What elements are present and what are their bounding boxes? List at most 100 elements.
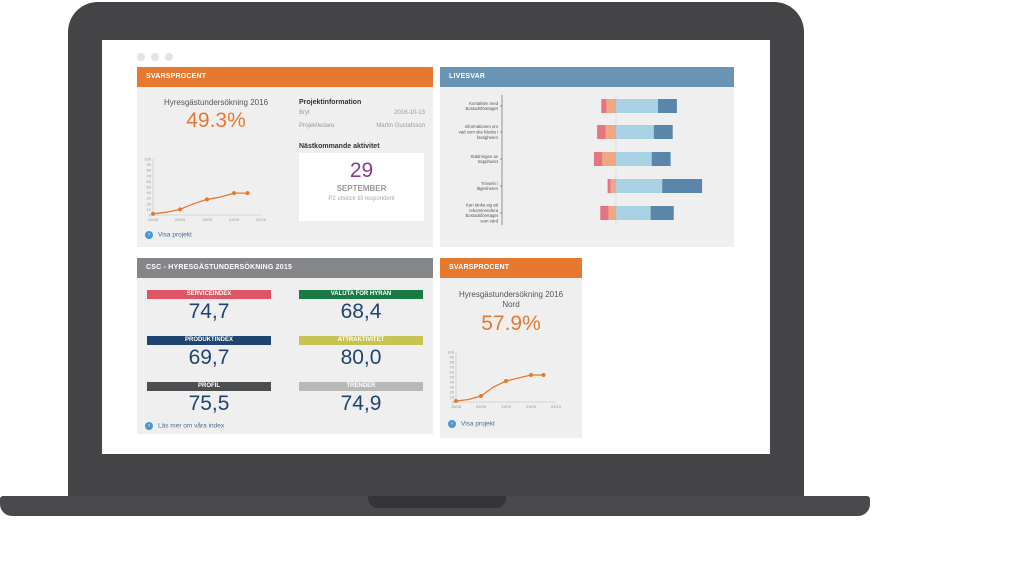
panel-header: SVARSPROCENT — [137, 67, 433, 87]
y-tick-label: 50 — [450, 375, 455, 380]
survey-title: Hyresgästundersökning 2016 — [458, 290, 564, 299]
index-value: 68,4 — [340, 300, 382, 323]
bar-segment — [597, 125, 606, 139]
y-tick-label: 100 — [447, 350, 454, 355]
csc-panel: CSC - HYRESGÄSTUNDERSÖKNING 2015 SERVICE… — [137, 258, 433, 434]
survey-title: Hyresgästundersökning 2016 — [163, 98, 269, 107]
bar-segment — [606, 99, 616, 113]
projektinfo-value: 2016-10-13 — [394, 110, 425, 116]
response-rate: 49.3% — [186, 109, 246, 132]
index-label: TRENDER — [299, 382, 423, 391]
livesvar-panel: LIVESVAR Kontakten med Bostadsföretaget In… — [440, 67, 734, 247]
data-point — [232, 191, 236, 196]
x-tick-label: 04/09 — [476, 404, 487, 409]
data-point — [205, 197, 209, 202]
bar-segment — [616, 179, 663, 193]
livesvar-chart: Kontakten med Bostadsföretaget Information… — [459, 95, 703, 225]
x-tick-label: 02/10 — [256, 217, 267, 222]
index-label: PROFIL — [147, 382, 271, 391]
y-tick-label: 60 — [147, 179, 152, 184]
x-tick-label: 13/09 — [202, 217, 213, 222]
data-point — [151, 211, 155, 216]
panel-header: LIVESVAR — [440, 67, 734, 87]
y-tick-label: 10 — [147, 207, 152, 212]
y-tick-label: 50 — [147, 185, 152, 190]
bar-segment — [653, 125, 673, 139]
visa-projekt-link[interactable]: › Visa projekt — [448, 420, 495, 428]
visa-projekt-link[interactable]: › Visa projekt — [145, 231, 192, 239]
bar-segment — [616, 152, 652, 166]
bar-segment — [602, 152, 616, 166]
link-label: Läs mer om våra index — [158, 422, 225, 430]
bar-segment — [608, 206, 616, 220]
index-value: 69,7 — [188, 346, 230, 369]
y-tick-label: 70 — [450, 365, 455, 370]
data-point — [541, 373, 546, 377]
index-value: 80,0 — [340, 346, 382, 369]
data-point — [245, 191, 250, 196]
y-tick-label: 70 — [147, 173, 152, 178]
bar-segment — [610, 179, 616, 193]
y-tick-label: 30 — [147, 196, 152, 201]
data-point — [479, 394, 483, 398]
bar-segment — [593, 152, 603, 166]
bar-segment — [605, 125, 616, 139]
panel-header: CSC - HYRESGÄSTUNDERSÖKNING 2015 — [137, 258, 433, 278]
x-tick-label: 26/08 — [148, 217, 159, 222]
bar-segment — [601, 99, 607, 113]
y-tick-label: 40 — [450, 380, 455, 385]
data-point — [529, 373, 533, 377]
x-tick-label: 13/09 — [501, 404, 512, 409]
index-info-link[interactable]: › Läs mer om våra index — [145, 422, 224, 430]
chevron-right-icon: › — [145, 231, 153, 239]
bar-segment — [662, 179, 703, 193]
link-label: Visa projekt — [158, 231, 192, 239]
data-point — [504, 379, 508, 383]
dashboard-screen: SVARSPROCENT Hyresgästundersökning 2016 … — [102, 40, 770, 454]
window-dot — [165, 53, 173, 61]
bar-segment — [616, 125, 654, 139]
index-value: 74,9 — [340, 392, 382, 415]
bar-segment — [616, 99, 658, 113]
category-label: Trivseln i lägenheten — [477, 181, 499, 191]
projektinfo-label: Bryt — [299, 110, 310, 116]
y-tick-label: 90 — [450, 355, 455, 360]
y-tick-label: 10 — [450, 395, 455, 400]
y-tick-label: 0 — [149, 213, 152, 218]
activity-month: SEPTEMBER — [336, 184, 387, 193]
bar-segment — [600, 206, 609, 220]
next-activity-card[interactable]: 29 SEPTEMBER P2 utskick till respondent — [299, 153, 424, 221]
projektinfo-heading: Projektinformation — [299, 99, 362, 106]
survey-title-region: Nord — [502, 300, 520, 309]
category-label: Informationen om vad som ska hända i fasti… — [459, 124, 499, 140]
y-tick-label: 0 — [452, 400, 455, 405]
projektinfo-value: Martin Gustafsson — [376, 123, 425, 129]
chevron-right-icon: › — [145, 422, 153, 430]
activity-day: 29 — [349, 159, 374, 182]
index-label: SERVICEINDEX — [147, 290, 271, 299]
series-line — [152, 192, 248, 215]
bar-segment — [650, 206, 674, 220]
window-dot — [137, 53, 145, 61]
index-value: 75,5 — [188, 392, 230, 415]
bar-segment — [651, 152, 671, 166]
y-tick-label: 30 — [450, 385, 455, 390]
index-label: ATTRAKTIVITET — [299, 336, 423, 345]
series-line — [455, 374, 544, 402]
window-dot — [151, 53, 159, 61]
bar-segment — [616, 206, 651, 220]
y-tick-label: 80 — [147, 168, 152, 173]
y-tick-label: 20 — [450, 390, 455, 395]
svarsprocent-panel: SVARSPROCENT Hyresgästundersökning 2016 … — [137, 67, 433, 247]
laptop-notch — [368, 496, 506, 508]
svarsprocent-nord-panel: SVARSPROCENT Hyresgästundersökning 2016 … — [440, 258, 582, 438]
projektinfo-label: Projektledare — [299, 123, 335, 129]
y-tick-label: 80 — [450, 360, 455, 365]
y-tick-label: 40 — [147, 190, 152, 195]
activity-note: P2 utskick till respondent — [328, 196, 395, 202]
data-point — [454, 399, 458, 403]
y-tick-label: 60 — [450, 370, 455, 375]
next-activity-heading: Nästkommande aktivitet — [299, 143, 380, 150]
